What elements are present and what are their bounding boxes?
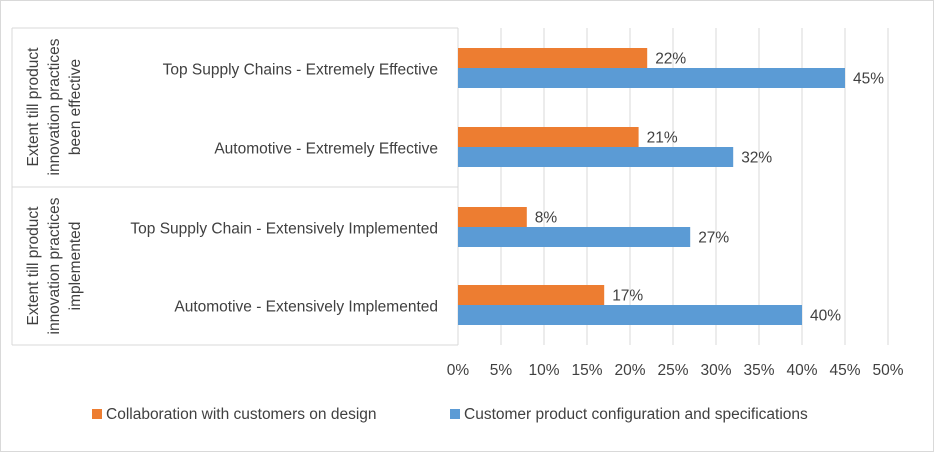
data-label: 8% — [535, 210, 558, 227]
legend-label: Customer product configuration and speci… — [464, 406, 808, 423]
x-tick-label: 30% — [700, 362, 731, 379]
configuration-bar — [458, 68, 845, 88]
group-label: Extent till product — [25, 206, 42, 326]
data-label: 45% — [853, 71, 884, 88]
data-labels: 22% 21% 8% 17% 45% 32% 27% 40% — [535, 51, 884, 325]
category-label: Automotive - Extensively Implemented — [174, 299, 438, 316]
configuration-bar — [458, 227, 691, 247]
x-tick-label: 20% — [614, 362, 645, 379]
data-label: 17% — [612, 288, 643, 305]
category-label: Automotive - Extremely Effective — [214, 141, 438, 158]
category-label: Top Supply Chains - Extremely Effective — [163, 62, 438, 79]
group-label: innovation practices — [46, 38, 63, 175]
collaboration-bar — [458, 48, 648, 68]
configuration-bar — [458, 147, 734, 167]
category-labels: Top Supply Chains - Extremely Effective A… — [130, 62, 438, 316]
x-tick-label: 5% — [490, 362, 513, 379]
legend: Collaboration with customers on design Cu… — [92, 406, 808, 423]
data-label: 40% — [810, 308, 841, 325]
configuration-bar — [458, 305, 802, 325]
data-label: 22% — [655, 51, 686, 68]
data-label: 32% — [741, 150, 772, 167]
x-tick-label: 15% — [571, 362, 602, 379]
x-tick-label: 0% — [447, 362, 470, 379]
collaboration-bar — [458, 207, 527, 227]
group-label: Extent till product — [25, 47, 42, 167]
x-tick-label: 10% — [528, 362, 559, 379]
group-labels: Extent till product innovation practices b… — [25, 38, 84, 334]
x-tick-labels: 0% 5% 10% 15% 20% 25% 30% 35% 40% 45% 50% — [447, 362, 904, 379]
x-tick-label: 40% — [786, 362, 817, 379]
bars — [458, 48, 845, 325]
group-label: innovation practices — [46, 197, 63, 334]
x-tick-label: 45% — [829, 362, 860, 379]
legend-swatch — [450, 409, 460, 419]
legend-swatch — [92, 409, 102, 419]
group-label: been effective — [67, 59, 84, 155]
category-label: Top Supply Chain - Extensively Implement… — [130, 221, 438, 238]
data-label: 27% — [698, 230, 729, 247]
collaboration-bar — [458, 285, 605, 305]
x-tick-label: 35% — [743, 362, 774, 379]
x-tick-label: 25% — [657, 362, 688, 379]
x-tick-label: 50% — [872, 362, 903, 379]
group-label: implemented — [67, 222, 84, 311]
collaboration-bar — [458, 127, 639, 147]
legend-label: Collaboration with customers on design — [106, 406, 377, 423]
data-label: 21% — [647, 130, 678, 147]
